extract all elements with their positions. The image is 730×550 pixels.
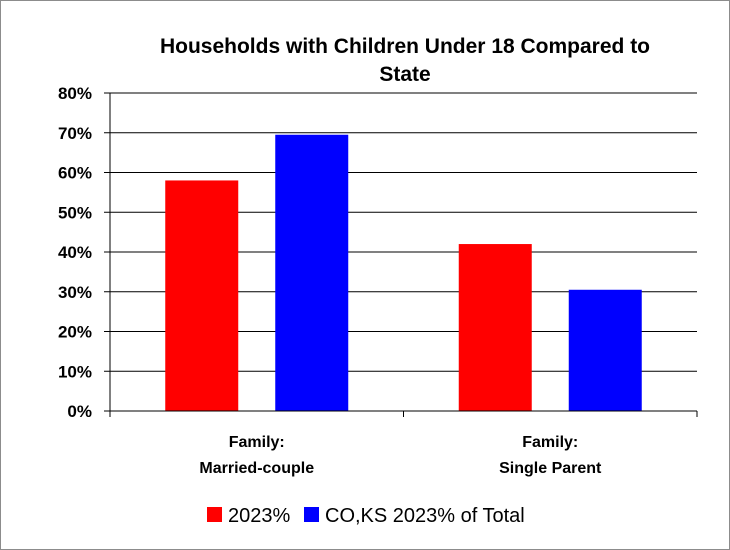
legend-label-0: 2023% [228, 505, 290, 527]
y-tick-label-5: 50% [58, 203, 92, 222]
category-labels: Family: Married-couple Family: Single Paren… [199, 434, 602, 477]
y-tick-label-4: 40% [58, 243, 92, 262]
bar-0-1 [458, 244, 532, 411]
bars [165, 134, 642, 412]
legend-swatch-0 [207, 507, 222, 522]
y-tick-label-3: 30% [58, 283, 92, 302]
bar-1-0 [275, 134, 349, 412]
legend: 2023% CO,KS 2023% of Total [207, 505, 525, 527]
bar-0-0 [165, 180, 239, 411]
y-tick-label-2: 20% [58, 323, 92, 342]
x-axis [109, 93, 698, 417]
bar-1-1 [568, 289, 642, 411]
category-label-1-line-0: Family: [522, 434, 578, 451]
chart-title-line-2: State [379, 63, 430, 86]
legend-swatch-1 [304, 507, 319, 522]
y-tick-label-6: 60% [58, 164, 92, 183]
category-label-1-line-1: Single Parent [499, 460, 602, 477]
category-label-0-line-1: Married-couple [199, 460, 314, 477]
y-tick-label-1: 10% [58, 362, 92, 381]
y-tick-label-8: 80% [58, 84, 92, 103]
y-tick-label-0: 0% [67, 402, 92, 421]
legend-label-1: CO,KS 2023% of Total [325, 505, 525, 527]
y-tick-label-7: 70% [58, 124, 92, 143]
chart-title-line-1: Households with Children Under 18 Compar… [160, 35, 650, 58]
category-label-0-line-0: Family: [229, 434, 285, 451]
y-axis-ticks: 0% 10% 20% 30% 40% 50% 60% 70% 80% [58, 84, 110, 421]
